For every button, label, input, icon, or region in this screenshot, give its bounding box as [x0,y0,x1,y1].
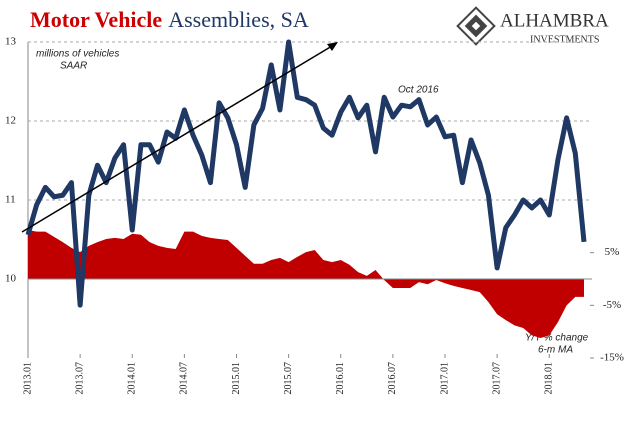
x-tick-label: 2018.01 [544,362,555,395]
x-tick-label: 2013.07 [74,362,85,395]
line [25,39,587,308]
x-tick-label: 2016.01 [335,362,346,395]
logo: ALHAMBRA INVESTMENTS [456,6,609,46]
annotation: Y/Y % change [525,333,589,344]
logo-icon [456,6,496,46]
x-tick-label: 2017.07 [491,362,502,395]
trend-arrow [21,42,338,233]
x-tick-label: 2013.01 [22,362,33,395]
annotation: SAAR [60,61,87,72]
logo-subtext: INVESTMENTS [530,34,599,45]
x-tick-label: 2016.07 [387,362,398,395]
y-tick-label: 12 [5,115,16,127]
y-tick-label: 13 [5,36,17,48]
x-tick-label: 2017.01 [439,362,450,395]
annotation: 6-m MA [538,345,573,356]
x-tick-label: 2015.01 [231,362,242,395]
plot-area [25,39,594,359]
y-tick-label: 10 [5,273,17,285]
y2-tick-label: -5% [603,299,621,311]
x-tick-label: 2014.01 [127,362,138,395]
x-tick-label: 2015.07 [283,362,294,395]
x-tick-label: 2014.07 [179,362,190,395]
y2-tick-label: 5% [605,246,620,258]
chart-title: Motor Vehicle Assemblies, SA [30,7,309,32]
y2-tick-label: -15% [600,352,624,364]
title-part: Assemblies, SA [168,7,309,32]
annotation: millions of vehicles [36,49,119,60]
title-part: Motor Vehicle [30,7,162,32]
y-tick-label: 11 [5,194,16,206]
annotation: Oct 2016 [398,85,439,96]
logo-text: ALHAMBRA [500,10,609,31]
area [28,230,584,338]
